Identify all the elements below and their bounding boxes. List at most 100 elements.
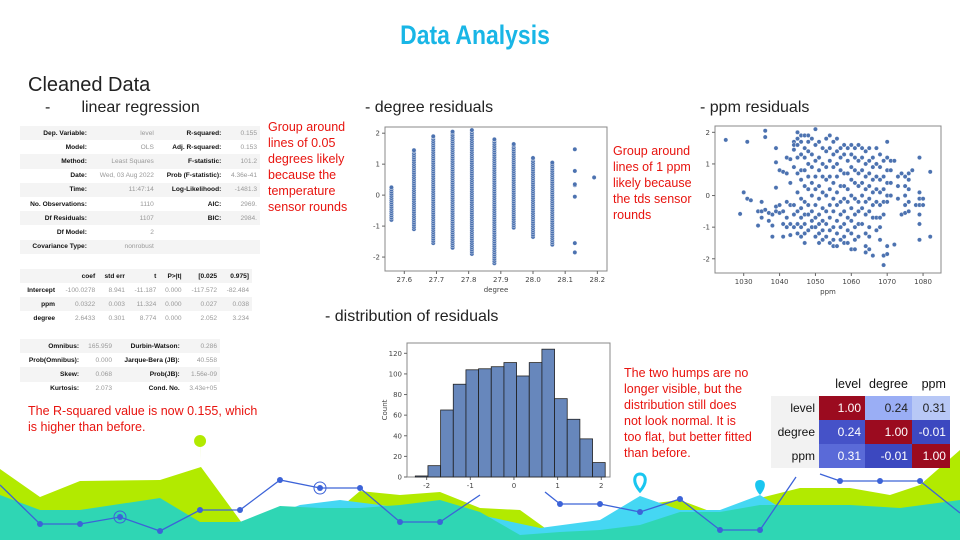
scatter-point — [888, 193, 894, 198]
scatter-point — [450, 129, 455, 135]
coef-value: 0.301 — [108, 314, 125, 322]
scatter-point — [762, 134, 768, 140]
scatter-point — [845, 199, 851, 205]
scatter-point — [787, 156, 793, 162]
scatter-point — [895, 174, 901, 179]
scatter-point — [881, 158, 887, 164]
histogram-bar — [440, 409, 454, 478]
corr-cell: 1.00 — [911, 444, 950, 468]
scatter-point — [809, 164, 815, 170]
corr-cell: 1.00 — [819, 396, 865, 420]
y-tick-label: 40 — [393, 432, 402, 440]
scatter-point — [866, 246, 872, 252]
scatter-point — [823, 136, 829, 142]
summary-value: 101.2 — [224, 154, 260, 169]
scatter-point — [895, 196, 901, 202]
scatter-point — [795, 208, 800, 214]
y-tick-label: 0 — [398, 474, 402, 482]
scatter-point — [798, 205, 804, 211]
scatter-point — [430, 133, 436, 139]
y-tick-label: 0 — [706, 192, 710, 200]
scatter-point — [856, 183, 861, 189]
diag-label: Jarque-Bera (JB): — [124, 356, 180, 364]
scatter-point — [884, 155, 890, 161]
coef-value: 0.000 — [165, 314, 182, 322]
cyan-pin-icon — [755, 480, 765, 495]
y-tick-label: 120 — [389, 350, 402, 358]
scatter-point — [863, 174, 869, 179]
scatter-point — [795, 142, 800, 148]
corr-row: ppm 0.31 -0.01 1.00 — [771, 444, 950, 468]
diag-label: Omnibus: — [20, 339, 83, 354]
summary-value: OLS — [140, 143, 154, 151]
y-tick-label: 60 — [393, 412, 402, 420]
scatter-point — [820, 189, 826, 195]
scatter-point — [820, 145, 826, 151]
summary-row: Df Residuals: 1107 BIC: 2984. — [20, 211, 260, 226]
scatter-point — [917, 155, 922, 161]
histogram-bar — [579, 438, 593, 478]
coef-header: std err — [98, 269, 128, 283]
scatter-point — [795, 136, 800, 142]
scatter-point — [866, 145, 872, 151]
connector-line-right — [544, 476, 797, 531]
scatter-point — [813, 126, 818, 132]
scatter-point — [870, 155, 876, 161]
scatter-point — [823, 193, 829, 198]
corr-header-row: level degree ppm — [771, 372, 950, 396]
scatter-point — [874, 199, 879, 205]
x-tick-label: 27.9 — [493, 276, 509, 284]
scatter-point — [863, 199, 869, 205]
coef-label: ppm — [20, 297, 59, 312]
summary-label: No. Observations: — [30, 200, 87, 208]
summary-row: Dep. Variable: level R-squared: 0.155 — [20, 126, 260, 141]
x-tick-label: 28.0 — [525, 276, 541, 284]
summary-value — [224, 239, 260, 254]
scatter-point — [411, 147, 417, 153]
scatter-point — [802, 231, 808, 236]
scatter-point — [389, 184, 394, 190]
scatter-point — [834, 136, 840, 142]
x-tick-label: 0 — [512, 482, 516, 490]
scatter-point — [841, 208, 847, 214]
scatter-point — [798, 215, 804, 221]
histogram-bar — [490, 366, 505, 478]
degree-residuals-heading: - degree residuals — [365, 99, 494, 116]
scatter-point — [784, 171, 790, 176]
histogram-bar — [452, 383, 467, 478]
scatter-point — [841, 142, 847, 148]
scatter-point — [759, 215, 765, 221]
scatter-point — [870, 177, 876, 183]
diag-row: Skew: 0.068 Prob(JB): 1.56e-09 — [20, 367, 220, 382]
summary-value: 1107 — [89, 211, 157, 226]
scatter-point — [572, 146, 578, 152]
y-tick-label: 1 — [706, 160, 710, 168]
scatter-point — [863, 231, 869, 236]
summary-label: Model: — [65, 143, 87, 151]
scatter-point — [759, 199, 765, 205]
scatter-point — [795, 221, 800, 227]
summary-value: 2969. — [240, 200, 257, 208]
ppm-residuals-chart: 1030 1040 1050 1060 1070 1080 -2 -1 0 1 2 ppm — [703, 125, 942, 296]
ring-marker — [113, 510, 127, 524]
scatter-point — [805, 227, 811, 233]
scatter-point — [841, 234, 847, 240]
scatter-point — [809, 136, 815, 142]
degree-residuals-chart: 27.6 27.7 27.8 27.9 28.0 28.1 28.2 -2 -1 0 1 2 degre… — [373, 126, 608, 294]
scatter-point — [859, 155, 865, 161]
scatter-point — [787, 180, 793, 186]
scatter-point — [591, 175, 597, 180]
scatter-point — [877, 202, 883, 208]
summary-label: AIC: — [207, 200, 222, 208]
y-tick-label: -2 — [703, 255, 710, 263]
diag-value: 0.000 — [95, 356, 113, 364]
scatter-point — [813, 202, 818, 208]
scatter-point — [827, 215, 833, 221]
coef-header — [20, 269, 59, 283]
histogram-bar — [503, 362, 517, 478]
coef-header: P>|t| — [159, 269, 185, 283]
scatter-point — [755, 223, 761, 228]
line-markers — [37, 477, 923, 534]
histogram-bar — [478, 368, 492, 478]
